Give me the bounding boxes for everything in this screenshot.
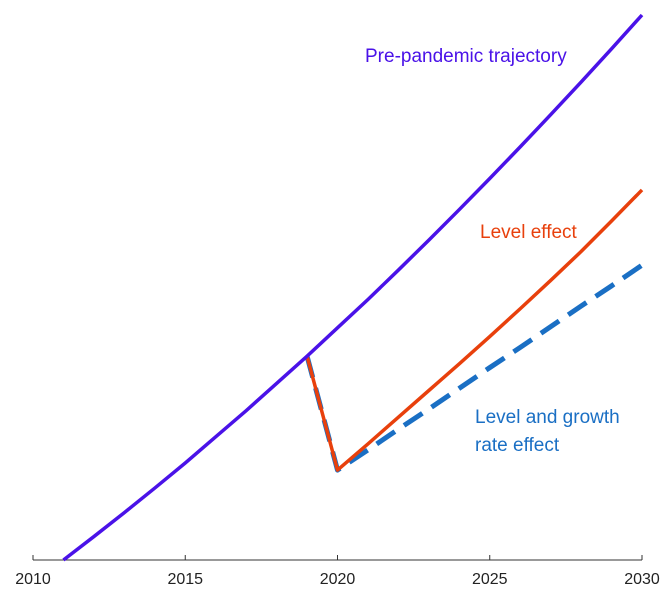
series-label: Level effect bbox=[480, 222, 577, 243]
series-line bbox=[62, 13, 644, 562]
series-line bbox=[304, 263, 644, 473]
x-tick-label: 2020 bbox=[320, 571, 356, 588]
x-tick-label: 2025 bbox=[472, 571, 508, 588]
series-label: Level and growth rate effect bbox=[475, 407, 620, 456]
series-line bbox=[305, 188, 644, 472]
series-label: Pre-pandemic trajectory bbox=[365, 46, 567, 67]
x-tick-label: 2030 bbox=[624, 571, 660, 588]
x-tick-label: 2015 bbox=[167, 571, 203, 588]
x-tick-label: 2010 bbox=[15, 571, 51, 588]
